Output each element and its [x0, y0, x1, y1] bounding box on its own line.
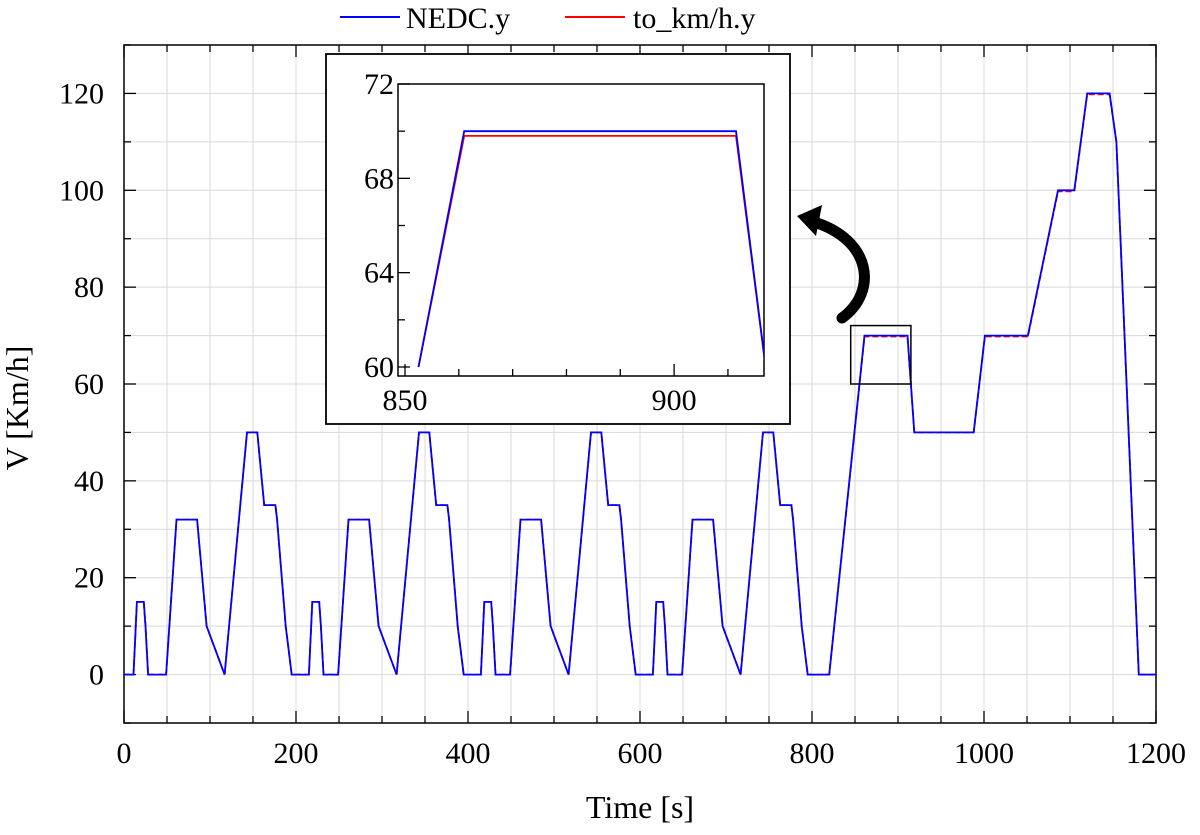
x-tick-label: 800 — [790, 737, 835, 770]
y-tick-label: 100 — [59, 174, 104, 207]
x-tick-label: 1200 — [1126, 737, 1186, 770]
series-line-nedc-y — [124, 92, 1156, 676]
y-tick-label: 80 — [74, 271, 104, 304]
zoom-arrow — [797, 205, 870, 324]
inset-ticks — [398, 83, 729, 376]
legend-label-to-kmh: to_km/h.y — [633, 2, 756, 35]
main-series — [124, 92, 1156, 676]
y-axis-title: V [Km/h] — [0, 346, 35, 471]
inset-y-tick-label: 64 — [364, 257, 394, 290]
inset-y-tick-label: 68 — [364, 162, 394, 195]
x-tick-label: 200 — [274, 737, 319, 770]
zoom-arrow-shaft — [808, 216, 870, 324]
inset-series-line-nedc-y — [417, 130, 764, 368]
y-tick-label: 120 — [59, 77, 104, 110]
y-tick-label: 40 — [74, 465, 104, 498]
y-tick-label: 60 — [74, 368, 104, 401]
inset-series — [417, 130, 764, 368]
main-tick-labels: 0 200 400 600 800 1000 1200 0 20 40 60 80 100 120 — [59, 77, 1186, 770]
legend: NEDC.y to_km/h.y — [340, 2, 756, 35]
inset-x-tick-label: 900 — [652, 384, 697, 417]
zoom-arrow-head — [797, 205, 822, 236]
x-tick-label: 0 — [117, 737, 132, 770]
inset-y-tick-label: 60 — [364, 351, 394, 384]
y-tick-label: 0 — [89, 659, 104, 692]
inset-plot-frame — [397, 83, 765, 377]
x-tick-label: 400 — [446, 737, 491, 770]
y-tick-label: 20 — [74, 562, 104, 595]
inset-frame — [325, 53, 791, 425]
inset-y-tick-label: 72 — [364, 68, 394, 101]
x-axis-title: Time [s] — [586, 789, 694, 825]
legend-label-nedc: NEDC.y — [406, 2, 510, 35]
inset-tick-labels: 850 900 60 64 68 72 — [364, 68, 697, 417]
x-tick-label: 1000 — [954, 737, 1014, 770]
x-tick-label: 600 — [618, 737, 663, 770]
inset-x-tick-label: 850 — [383, 384, 428, 417]
zoom-box — [849, 324, 912, 385]
main-ticks — [123, 44, 1157, 724]
